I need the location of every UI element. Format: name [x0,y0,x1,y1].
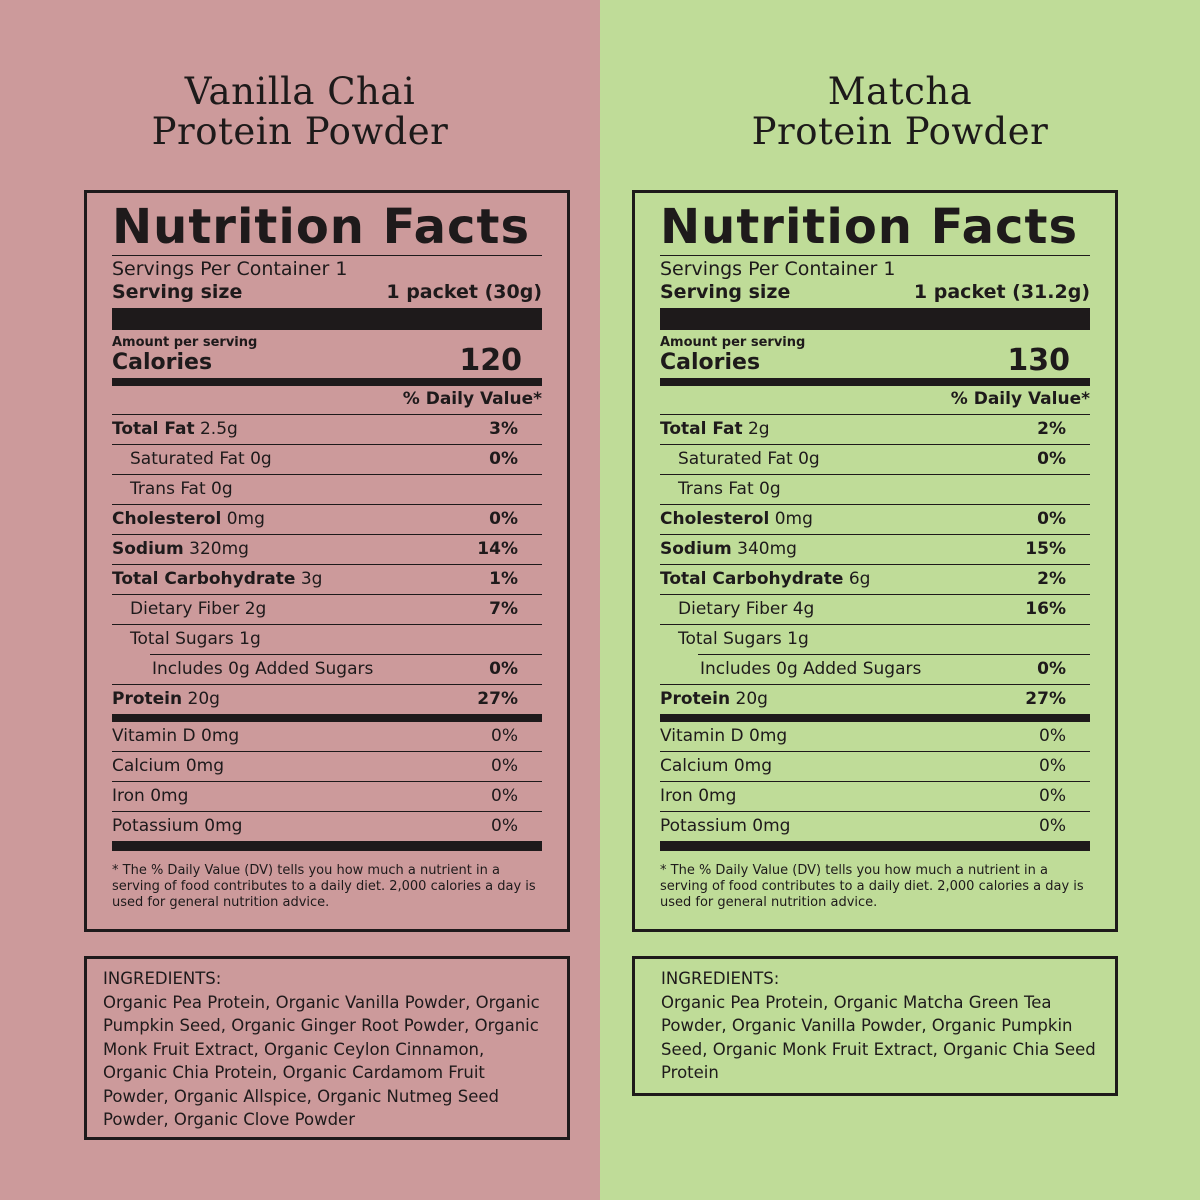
daily-value-footnote: * The % Daily Value (DV) tells you how m… [112,863,536,910]
nutrient-row: Total Sugars 1g [112,624,542,654]
bottom-divider [112,841,542,851]
vitamin-row: Iron 0mg 0% [112,781,542,811]
daily-value-header: % Daily Value* [950,389,1090,409]
vanilla-chai-panel: Vanilla Chai Protein Powder Nutrition Fa… [0,0,600,1200]
nutrient-row: Total Fat 2g 2% [660,414,1090,444]
nutrient-row: Trans Fat 0g [660,474,1090,504]
nutrient-row: Protein 20g 27% [660,684,1090,714]
vitamins-list: Vitamin D 0mg 0% Calcium 0mg 0% Iron 0mg 0%… [660,722,1090,841]
ingredients-heading: INGREDIENTS: [661,969,780,988]
nutrient-row: Sodium 340mg 15% [660,534,1090,564]
calories-row: Calories 130 [660,346,1090,378]
bottom-divider [660,841,1090,851]
nutrient-row: Cholesterol 0mg 0% [660,504,1090,534]
vitamins-list: Vitamin D 0mg 0% Calcium 0mg 0% Iron 0mg 0%… [112,722,542,841]
amount-per-serving: Amount per serving [660,335,806,350]
medium-divider [112,378,542,386]
nutrient-row: Protein 20g 27% [112,684,542,714]
vitamin-row: Potassium 0mg 0% [660,811,1090,841]
vitamin-row: Calcium 0mg 0% [660,751,1090,781]
product-title: Matcha Protein Powder [600,72,1200,152]
medium-divider [112,714,542,722]
nutrient-row: Total Sugars 1g [660,624,1090,654]
nutrient-row: Saturated Fat 0g 0% [112,444,542,474]
serving-size-row: Serving size 1 packet (30g) [112,281,542,303]
product-title: Vanilla Chai Protein Powder [0,72,600,152]
thick-divider [112,308,542,330]
daily-value-header: % Daily Value* [402,389,542,409]
amount-per-serving: Amount per serving [112,335,258,350]
nutrient-row: Total Carbohydrate 3g 1% [112,564,542,594]
thick-divider [660,308,1090,330]
matcha-panel: Matcha Protein Powder Nutrition Facts Se… [600,0,1200,1200]
nutrition-facts-heading: Nutrition Facts [112,199,531,255]
title-line-1: Vanilla Chai [184,70,416,113]
servings-per-container: Servings Per Container 1 [112,258,348,280]
nutrient-row: Includes 0g Added Sugars 0% [150,654,542,684]
ingredients-heading: INGREDIENTS: [103,969,222,988]
nutrient-row: Cholesterol 0mg 0% [112,504,542,534]
ingredients-box: INGREDIENTS: Organic Pea Protein, Organi… [632,956,1118,1096]
vitamin-row: Potassium 0mg 0% [112,811,542,841]
title-line-1: Matcha [827,70,973,113]
servings-per-container: Servings Per Container 1 [660,258,896,280]
nutrient-row: Dietary Fiber 2g 7% [112,594,542,624]
nutrient-row: Total Carbohydrate 6g 2% [660,564,1090,594]
title-line-2: Protein Powder [151,110,449,153]
nutrient-row: Dietary Fiber 4g 16% [660,594,1090,624]
vitamin-row: Vitamin D 0mg 0% [112,726,518,746]
nutrient-row: Sodium 320mg 14% [112,534,542,564]
calories-value: 120 [459,343,522,378]
nutrition-facts-label: Nutrition Facts Servings Per Container 1… [84,190,570,932]
vitamin-row: Calcium 0mg 0% [112,751,542,781]
title-line-2: Protein Powder [751,110,1049,153]
daily-value-footnote: * The % Daily Value (DV) tells you how m… [660,863,1084,910]
nutrition-facts-heading: Nutrition Facts [660,199,1079,255]
medium-divider [660,378,1090,386]
vitamin-row: Iron 0mg 0% [660,781,1090,811]
ingredients-list: Organic Pea Protein, Organic Vanilla Pow… [103,992,540,1130]
nutrient-row: Total Fat 2.5g 3% [112,414,542,444]
nutrient-row: Includes 0g Added Sugars 0% [698,654,1090,684]
calories-value: 130 [1007,343,1070,378]
ingredients-box: INGREDIENTS: Organic Pea Protein, Organi… [84,956,570,1140]
vitamin-row: Vitamin D 0mg 0% [660,726,1066,746]
ingredients-list: Organic Pea Protein, Organic Matcha Gree… [661,992,1096,1083]
calories-row: Calories 120 [112,346,542,378]
nutrition-facts-label: Nutrition Facts Servings Per Container 1… [632,190,1118,932]
nutrient-row: Saturated Fat 0g 0% [660,444,1090,474]
nutrient-row: Trans Fat 0g [112,474,542,504]
medium-divider [660,714,1090,722]
serving-size-row: Serving size 1 packet (31.2g) [660,281,1090,303]
